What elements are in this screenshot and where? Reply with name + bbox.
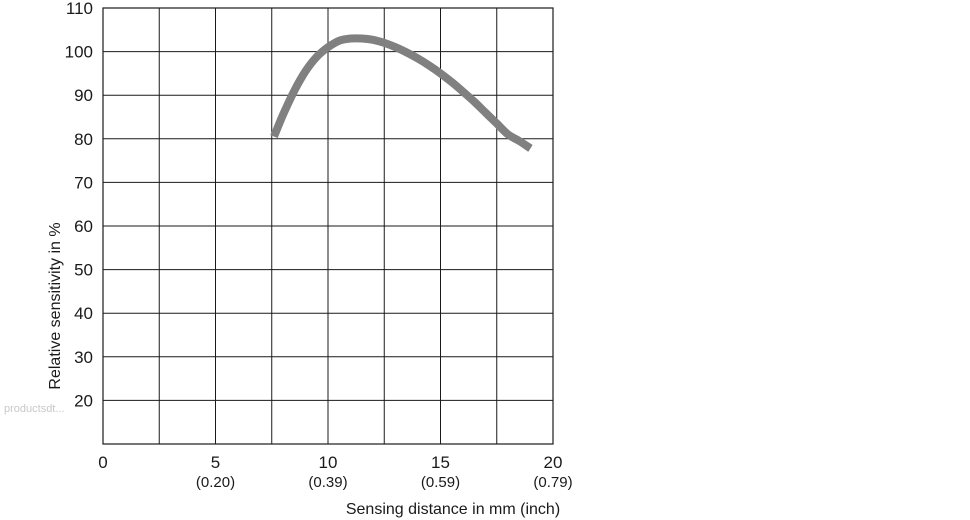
x-axis-ticks: 0 5 (0.20) 10 (0.39) 15 (0.59) 20 (0.79) [98, 453, 572, 491]
x-tick-label: 0 [98, 453, 107, 472]
y-tick-label: 80 [74, 130, 93, 149]
y-tick-label: 50 [74, 261, 93, 280]
y-tick-label: 20 [74, 391, 93, 410]
x-tick-sublabel: (0.79) [533, 474, 572, 491]
x-tick-sublabel: (0.59) [421, 474, 460, 491]
y-tick-label: 90 [74, 86, 93, 105]
x-tick-label: 5 [211, 453, 220, 472]
y-tick-label: 30 [74, 348, 93, 367]
y-axis-ticks: 110 100 90 80 70 60 50 40 30 20 [65, 0, 93, 410]
y-tick-label: 110 [66, 0, 93, 18]
x-axis-title: Sensing distance in mm (inch) [346, 501, 560, 518]
watermark: productsdt... [4, 403, 65, 415]
x-tick-label: 15 [431, 453, 450, 472]
y-tick-label: 100 [65, 43, 93, 62]
y-tick-label: 60 [74, 217, 93, 236]
series-line [270, 34, 533, 152]
grid [103, 8, 553, 444]
y-tick-label: 40 [74, 304, 93, 323]
y-axis-title: Relative sensitivity in % [47, 222, 64, 389]
y-tick-label: 70 [74, 173, 93, 192]
series-layer [270, 34, 533, 152]
x-tick-sublabel: (0.39) [308, 474, 347, 491]
x-tick-label: 20 [544, 453, 563, 472]
x-tick-label: 10 [319, 453, 338, 472]
x-tick-sublabel: (0.20) [196, 474, 235, 491]
plot-frame [102, 7, 554, 445]
